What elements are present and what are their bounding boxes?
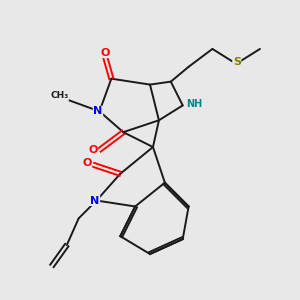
Text: S: S (233, 57, 241, 67)
Text: N: N (90, 196, 100, 206)
Text: O: O (101, 47, 110, 58)
Text: CH₃: CH₃ (50, 92, 68, 100)
Text: N: N (93, 106, 103, 116)
Text: O: O (88, 145, 98, 155)
Text: NH: NH (187, 99, 203, 109)
Text: O: O (82, 158, 92, 168)
